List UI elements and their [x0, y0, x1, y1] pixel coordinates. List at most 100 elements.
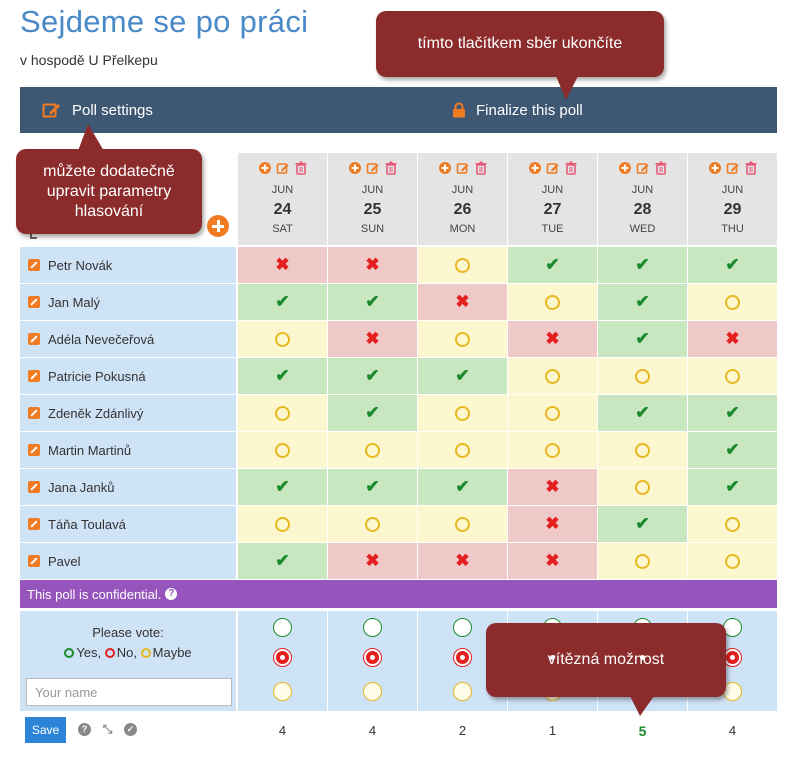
maybe-circle-icon [275, 442, 290, 458]
date-column-25: JUN 25 SUN [328, 153, 417, 245]
edit-date-icon[interactable] [456, 161, 470, 175]
edit-date-icon[interactable] [276, 161, 290, 175]
edit-participant-icon[interactable] [28, 481, 40, 493]
vote-cell: ✖ [508, 321, 597, 357]
check-icon: ✔ [275, 551, 290, 570]
vote-no-radio[interactable] [453, 648, 472, 667]
edit-participant-icon[interactable] [28, 518, 40, 530]
edit-date-icon[interactable] [636, 161, 650, 175]
callout-settings-tail [78, 124, 104, 151]
date-column-26: JUN 26 MON [418, 153, 507, 245]
add-time-icon[interactable] [438, 161, 452, 175]
expand-icon[interactable]: ⤡ [102, 722, 113, 736]
check-circle-icon[interactable]: ✓ [124, 723, 137, 736]
vote-cell: ✔ [328, 395, 417, 431]
maybe-circle-icon [140, 648, 151, 658]
yes-count: 2 [458, 723, 467, 738]
edit-participant-icon[interactable] [28, 333, 40, 345]
delete-date-icon[interactable] [564, 161, 578, 175]
date-weekday: TUE [541, 223, 564, 235]
delete-date-icon[interactable] [384, 161, 398, 175]
vote-cell [688, 506, 777, 542]
add-time-icon[interactable] [348, 161, 362, 175]
vote-cell [598, 543, 687, 579]
date-month: JUN [361, 184, 384, 196]
date-column-28: JUN 28 WED [598, 153, 687, 245]
edit-date-icon[interactable] [546, 161, 560, 175]
date-month: JUN [721, 184, 744, 196]
vote-cell [688, 284, 777, 320]
your-name-input[interactable] [26, 678, 232, 706]
vote-cell: ✔ [238, 543, 327, 579]
edit-participant-icon[interactable] [28, 407, 40, 419]
vote-yes-radio[interactable] [363, 618, 382, 637]
participant-name: Jana Janků [48, 479, 115, 495]
edit-participant-icon[interactable] [28, 444, 40, 456]
edit-participant-icon[interactable] [28, 259, 40, 271]
maybe-circle-icon [365, 442, 380, 458]
maybe-circle-icon [455, 257, 470, 273]
add-time-icon[interactable] [258, 161, 272, 175]
date-month: JUN [451, 184, 474, 196]
date-weekday: WED [629, 223, 656, 235]
edit-participant-icon[interactable] [28, 296, 40, 308]
vote-cell: ✖ [418, 284, 507, 320]
vote-no-radio[interactable] [273, 648, 292, 667]
yes-circle-icon [64, 648, 75, 658]
help-icon[interactable]: ? [78, 723, 91, 736]
delete-date-icon[interactable] [474, 161, 488, 175]
add-time-icon[interactable] [618, 161, 632, 175]
cross-icon: ✖ [275, 255, 290, 274]
vote-cell: ✖ [328, 543, 417, 579]
vote-cell: ✖ [508, 543, 597, 579]
edit-participant-icon[interactable] [28, 555, 40, 567]
delete-date-icon[interactable] [294, 161, 308, 175]
delete-date-icon[interactable] [654, 161, 668, 175]
vote-maybe-radio[interactable] [363, 682, 382, 701]
add-time-icon[interactable] [528, 161, 542, 175]
vote-no-radio[interactable] [723, 648, 742, 667]
edit-date-icon[interactable] [726, 161, 740, 175]
maybe-circle-icon [725, 368, 740, 384]
check-icon: ✔ [725, 440, 740, 459]
callout-finalize: tímto tlačítkem sběr ukončíte [376, 11, 664, 77]
vote-legend: Yes, No, Maybe [20, 645, 236, 660]
vote-cell [418, 432, 507, 468]
check-icon: ✔ [275, 477, 290, 496]
help-icon[interactable]: ? [165, 588, 178, 600]
date-day: 29 [723, 201, 742, 218]
date-actions [238, 161, 327, 175]
date-actions [418, 161, 507, 175]
date-weekday: THU [721, 223, 744, 235]
finalize-poll-button[interactable]: Finalize this poll [452, 87, 583, 133]
add-option-button[interactable] [207, 215, 229, 237]
vote-maybe-radio[interactable] [453, 682, 472, 701]
vote-cell: ✖ [238, 247, 327, 283]
check-icon: ✔ [725, 477, 740, 496]
participant-row: Petr Novák [20, 247, 236, 283]
check-icon: ✔ [635, 329, 650, 348]
vote-cell: ✔ [688, 469, 777, 505]
date-month: JUN [631, 184, 654, 196]
date-month: JUN [541, 184, 564, 196]
page-title: Sejdeme se po práci [20, 4, 309, 39]
add-time-icon[interactable] [708, 161, 722, 175]
edit-participant-icon[interactable] [28, 370, 40, 382]
callout-winner: vítězná možnost [486, 623, 726, 697]
vote-cell: ✔ [598, 321, 687, 357]
vote-yes-radio[interactable] [453, 618, 472, 637]
vote-yes-radio[interactable] [273, 618, 292, 637]
maybe-circle-icon [725, 294, 740, 310]
date-column-24: JUN 24 SAT [238, 153, 327, 245]
vote-maybe-radio[interactable] [273, 682, 292, 701]
edit-date-icon[interactable] [366, 161, 380, 175]
save-button[interactable]: Save [25, 717, 66, 743]
poll-settings-button[interactable]: Poll settings [42, 87, 153, 133]
vote-cell [598, 358, 687, 394]
participant-name: Patricie Pokusná [48, 368, 146, 384]
delete-date-icon[interactable] [744, 161, 758, 175]
callout-settings: můžete dodatečně upravit parametry hlaso… [16, 149, 202, 234]
vote-no-radio[interactable] [363, 648, 382, 667]
vote-cell: ✔ [238, 358, 327, 394]
legend-yes: Yes, [76, 645, 102, 660]
